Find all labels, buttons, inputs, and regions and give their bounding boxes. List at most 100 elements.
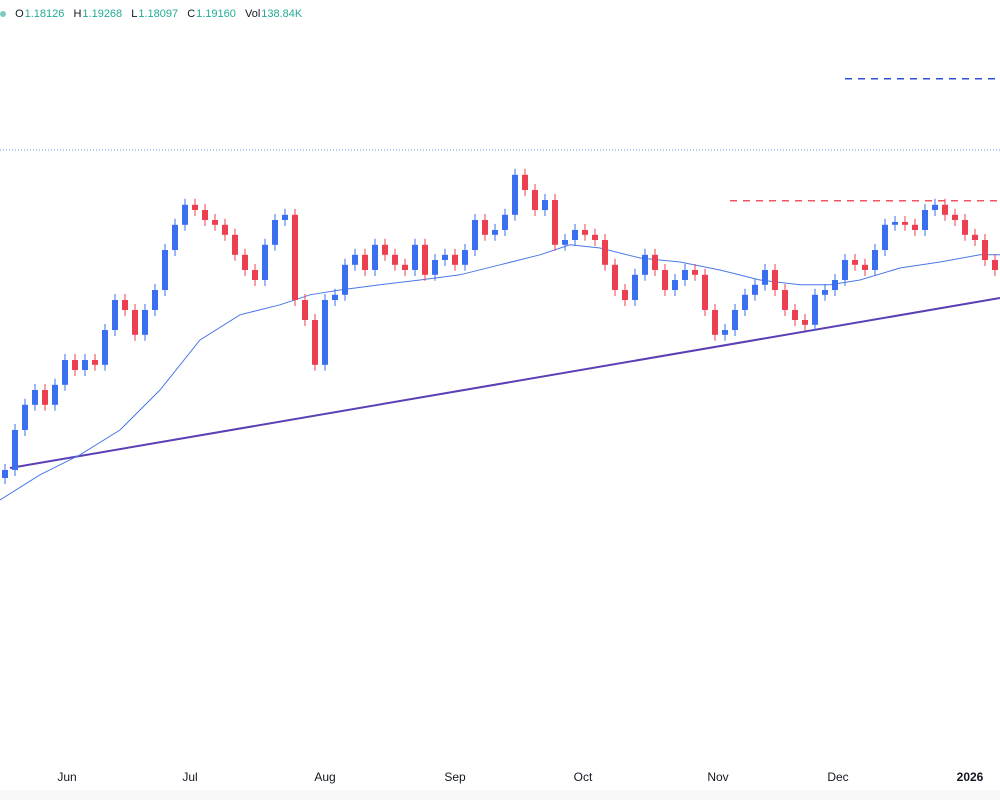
candle-up <box>162 250 168 290</box>
candle-up <box>52 384 58 405</box>
candle-down <box>212 220 218 225</box>
open-label: O <box>15 8 24 20</box>
candle-up <box>272 220 278 245</box>
x-axis-label: 2026 <box>957 770 984 784</box>
candle-up <box>872 250 878 270</box>
candle-up <box>922 210 928 230</box>
candle-down <box>792 310 798 320</box>
candle-down <box>392 254 398 265</box>
candle-down <box>222 224 228 235</box>
high-label: H <box>73 8 82 20</box>
candle-down <box>192 204 198 210</box>
candle-up <box>812 294 818 325</box>
candle-up <box>542 200 548 210</box>
candle-up <box>672 280 678 290</box>
candle-down <box>132 310 138 335</box>
candle-down <box>302 300 308 320</box>
candle-up <box>722 330 728 335</box>
support-trendline <box>9 297 1000 469</box>
candle-down <box>782 290 788 310</box>
candle-up <box>492 230 498 235</box>
candle-down <box>202 210 208 220</box>
candle-up <box>462 250 468 265</box>
candle-down <box>292 214 298 300</box>
candle-up <box>22 404 28 430</box>
candle-up <box>262 244 268 280</box>
candle-down <box>232 234 238 255</box>
candle-down <box>422 244 428 275</box>
candle-up <box>152 290 158 310</box>
candle-down <box>772 270 778 290</box>
candle-up <box>62 360 68 385</box>
candle-up <box>182 204 188 225</box>
candle-down <box>902 222 908 225</box>
candle-up <box>372 244 378 270</box>
candle-up <box>762 270 768 285</box>
volume-value: 138.84K <box>261 8 303 20</box>
low-value: 1.18097 <box>138 8 179 20</box>
candle-up <box>752 284 758 295</box>
candle-down <box>382 244 388 255</box>
candle-up <box>102 330 108 365</box>
candle-down <box>252 270 258 280</box>
x-axis-label: Nov <box>707 770 728 784</box>
volume-label: Vol <box>244 8 261 20</box>
candle-down <box>662 270 668 290</box>
candle-up <box>412 244 418 270</box>
close-value: 1.19160 <box>196 8 236 20</box>
bottom-bar <box>0 790 1000 800</box>
candle-up <box>342 264 348 295</box>
candle-up <box>352 254 358 265</box>
status-dot-icon <box>0 11 6 18</box>
x-axis-label: Dec <box>827 770 848 784</box>
candle-down <box>702 274 708 310</box>
candle-up <box>882 224 888 250</box>
x-axis-label: Aug <box>314 770 335 784</box>
candle-down <box>452 254 458 265</box>
x-axis-label: Jun <box>57 770 76 784</box>
candle-up <box>572 230 578 240</box>
candle-up <box>282 214 288 220</box>
candle-down <box>912 224 918 230</box>
candle-down <box>992 260 998 270</box>
candle-down <box>362 254 368 270</box>
candle-up <box>502 214 508 230</box>
candle-down <box>122 300 128 310</box>
candle-up <box>932 204 938 210</box>
candle-up <box>112 300 118 330</box>
candle-down <box>72 360 78 370</box>
candle-up <box>332 294 338 300</box>
candle-up <box>2 470 8 478</box>
candle-up <box>32 390 38 405</box>
candle-down <box>582 230 588 235</box>
candle-down <box>552 200 558 245</box>
candle-down <box>532 190 538 210</box>
candle-down <box>862 264 868 270</box>
candle-up <box>472 220 478 250</box>
candle-up <box>732 310 738 330</box>
candle-up <box>172 224 178 250</box>
candle-down <box>942 204 948 215</box>
x-axis-label: Jul <box>182 770 197 784</box>
candle-down <box>602 240 608 265</box>
candle-down <box>92 360 98 365</box>
candle-down <box>982 240 988 260</box>
candle-down <box>312 320 318 365</box>
candle-down <box>962 220 968 235</box>
candle-up <box>12 430 18 470</box>
candle-up <box>832 280 838 290</box>
candle-down <box>612 264 618 290</box>
candle-up <box>892 222 898 225</box>
candle-up <box>512 174 518 215</box>
candle-down <box>402 264 408 270</box>
open-value: 1.18126 <box>24 8 65 20</box>
candle-up <box>82 360 88 370</box>
candle-down <box>622 290 628 300</box>
x-axis-label: Sep <box>444 770 466 784</box>
candle-down <box>692 270 698 275</box>
candle-down <box>522 174 528 190</box>
candle-up <box>142 310 148 335</box>
candle-down <box>652 254 658 270</box>
candle-down <box>482 220 488 235</box>
